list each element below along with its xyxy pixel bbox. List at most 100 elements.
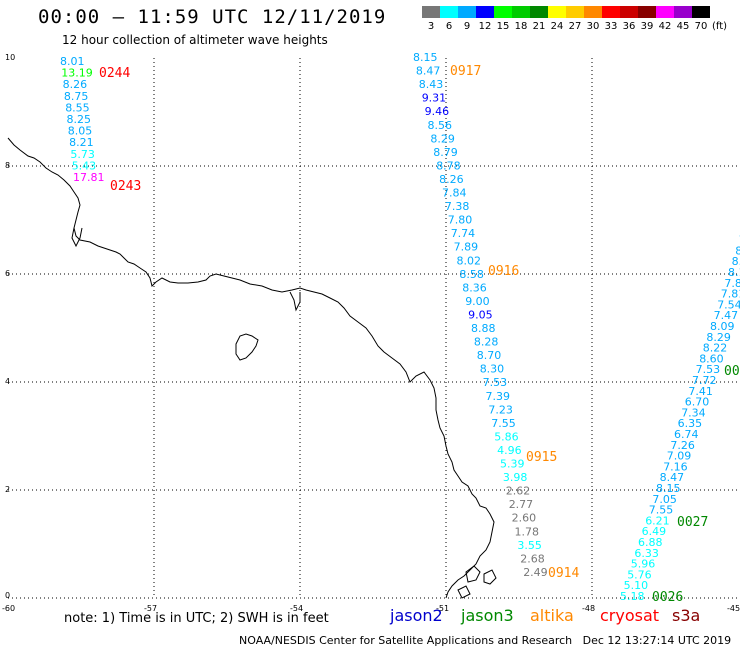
island bbox=[235, 333, 259, 361]
swh-value: 7.23 bbox=[488, 403, 513, 416]
colorbar-swatch bbox=[422, 6, 440, 18]
swh-value: 5.96 bbox=[631, 558, 656, 571]
estuary-west bbox=[71, 227, 83, 248]
swh-value: 8.15 bbox=[656, 482, 681, 495]
colorbar-label: 33 bbox=[604, 21, 618, 32]
swh-value: 8.05 bbox=[68, 125, 93, 138]
swh-value: 9.46 bbox=[425, 105, 450, 118]
x-tick-label: -48 bbox=[582, 604, 595, 613]
swh-value: 8.14 bbox=[728, 266, 740, 279]
swh-value: 6.33 bbox=[634, 547, 659, 560]
colorbar-swatch bbox=[638, 6, 656, 18]
time-label: 0916 bbox=[488, 264, 519, 279]
axis-tick-labels: -60 -57 -54 -51 -48 -45 10 8 6 4 2 0 bbox=[2, 53, 740, 613]
legend-item-s3a: s3a bbox=[672, 606, 701, 625]
swh-value: 3.55 bbox=[517, 539, 542, 552]
estuary-mid bbox=[289, 291, 301, 312]
x-tick-label: -45 bbox=[727, 604, 740, 613]
time-labels: 0244 0243 0917 0916 0915 0914 0027 0026 00 bbox=[99, 64, 740, 605]
swh-value: 8.2 bbox=[732, 255, 740, 268]
colorbar-label: 70 bbox=[694, 21, 708, 32]
swh-value: 6.35 bbox=[678, 417, 703, 430]
swh-value: 3.98 bbox=[503, 471, 528, 484]
swh-value: 9.05 bbox=[468, 308, 493, 321]
swh-value: 7.16 bbox=[663, 460, 688, 473]
colorbar-swatch bbox=[656, 6, 674, 18]
page-subtitle: 12 hour collection of altimeter wave hei… bbox=[62, 33, 328, 47]
swh-value: 5.10 bbox=[624, 579, 649, 592]
legend-item-cryosat: cryosat bbox=[600, 606, 660, 625]
x-tick-label: -51 bbox=[436, 604, 449, 613]
x-tick-label: -54 bbox=[290, 604, 303, 613]
swh-value: 6.21 bbox=[645, 514, 670, 527]
colorbar-swatch bbox=[602, 6, 620, 18]
swh-value: 7.55 bbox=[649, 504, 674, 517]
swh-value: 9.31 bbox=[422, 92, 447, 105]
swh-value: 17.81 bbox=[73, 171, 105, 184]
swh-value: 2.77 bbox=[509, 498, 534, 511]
swh-value: 8.43 bbox=[419, 78, 444, 91]
swh-value: 7.55 bbox=[491, 417, 516, 430]
time-label: 0243 bbox=[110, 179, 141, 194]
swh-value: 8.78 bbox=[436, 159, 461, 172]
swh-value: 5.43 bbox=[72, 159, 97, 172]
swh-value: 8.28 bbox=[474, 336, 499, 349]
swh-value: 8.6 bbox=[735, 244, 740, 257]
colorbar-swatch bbox=[530, 6, 548, 18]
swh-value: 8.29 bbox=[706, 331, 731, 344]
swh-value: 5.39 bbox=[500, 458, 525, 471]
colorbar-label: 12 bbox=[478, 21, 492, 32]
swh-value: 7.86 bbox=[724, 277, 740, 290]
swh-value: 8.26 bbox=[439, 173, 464, 186]
map-grid bbox=[8, 58, 737, 599]
swh-value: 2.68 bbox=[520, 552, 545, 565]
coastline bbox=[7, 137, 497, 599]
y-tick-label: 8 bbox=[5, 161, 10, 170]
coastline-main bbox=[7, 137, 495, 599]
wave-height-tracks: 8.0113.198.268.758.558.258.058.215.735.4… bbox=[60, 51, 740, 603]
swh-value: 8.02 bbox=[457, 254, 482, 267]
swh-value: 7.38 bbox=[445, 200, 470, 213]
y-tick-label: 4 bbox=[5, 377, 10, 386]
colorbar-label: 18 bbox=[514, 21, 528, 32]
swh-value: 8.15 bbox=[413, 51, 438, 64]
swh-value: 8.21 bbox=[69, 136, 94, 149]
swh-value: 8.60 bbox=[699, 352, 724, 365]
swh-value: 8.22 bbox=[703, 342, 728, 355]
colorbar-swatch bbox=[512, 6, 530, 18]
swh-value: 6.74 bbox=[674, 428, 699, 441]
swh-value: 8.30 bbox=[480, 363, 505, 376]
swh-value: 7.39 bbox=[486, 390, 511, 403]
swh-value: 5.86 bbox=[494, 430, 519, 443]
y-tick-label: 2 bbox=[5, 485, 10, 494]
colorbar-label: 21 bbox=[532, 21, 546, 32]
swh-value: 2.60 bbox=[512, 512, 536, 525]
swh-value: 8.47 bbox=[660, 471, 685, 484]
colorbar-swatch bbox=[476, 6, 494, 18]
swh-value: 2.49 bbox=[523, 566, 548, 579]
colorbar-label: 3 bbox=[427, 21, 435, 32]
swh-value: 8.09 bbox=[710, 320, 735, 333]
note-text: note: 1) Time is in UTC; 2) SWH is in fe… bbox=[64, 611, 329, 626]
colorbar-label: 24 bbox=[550, 21, 564, 32]
legend-item-altika: altika bbox=[530, 606, 574, 625]
swh-value: 7.53 bbox=[483, 376, 508, 389]
y-tick-label: 6 bbox=[5, 269, 10, 278]
swh-value: 2.62 bbox=[506, 485, 531, 498]
colorbar-swatch bbox=[584, 6, 602, 18]
time-label: 0027 bbox=[677, 515, 708, 530]
swh-value: 9.00 bbox=[465, 295, 490, 308]
legend-item-jason2: jason2 bbox=[390, 606, 443, 625]
swh-value: 7.74 bbox=[451, 227, 476, 240]
swh-value: 7.84 bbox=[442, 187, 467, 200]
colorbar-swatch bbox=[548, 6, 566, 18]
colorbar-label: 9 bbox=[463, 21, 471, 32]
swh-value: 8.01 bbox=[60, 55, 85, 68]
swh-value: 7.47 bbox=[714, 309, 739, 322]
colorbar-swatch bbox=[494, 6, 512, 18]
swh-value: 8.79 bbox=[433, 146, 458, 159]
colorbar-swatch bbox=[674, 6, 692, 18]
swh-value: 6.49 bbox=[642, 525, 667, 538]
colorbar-swatch bbox=[620, 6, 638, 18]
